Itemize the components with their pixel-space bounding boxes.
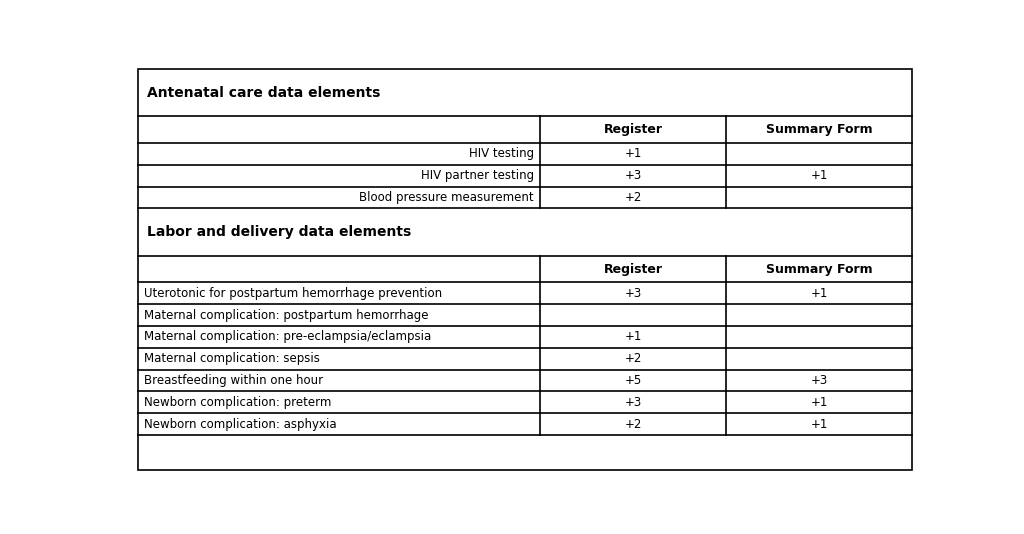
Text: Newborn complication: asphyxia: Newborn complication: asphyxia xyxy=(143,418,337,430)
Text: +3: +3 xyxy=(811,374,827,387)
Text: +2: +2 xyxy=(625,418,642,430)
Text: +1: +1 xyxy=(810,396,827,409)
Text: HIV partner testing: HIV partner testing xyxy=(421,169,534,182)
Text: +1: +1 xyxy=(810,169,827,182)
Text: Antenatal care data elements: Antenatal care data elements xyxy=(147,85,381,100)
Text: +3: +3 xyxy=(625,169,642,182)
Text: Breastfeeding within one hour: Breastfeeding within one hour xyxy=(143,374,323,387)
Text: +2: +2 xyxy=(625,191,642,204)
Text: Labor and delivery data elements: Labor and delivery data elements xyxy=(147,225,412,239)
Text: Uterotonic for postpartum hemorrhage prevention: Uterotonic for postpartum hemorrhage pre… xyxy=(143,287,442,300)
Text: Newborn complication: preterm: Newborn complication: preterm xyxy=(143,396,331,409)
Text: +5: +5 xyxy=(625,374,642,387)
Text: +1: +1 xyxy=(810,418,827,430)
Text: +3: +3 xyxy=(625,287,642,300)
Text: Blood pressure measurement: Blood pressure measurement xyxy=(359,191,534,204)
Text: Register: Register xyxy=(604,123,663,136)
Text: Maternal complication: sepsis: Maternal complication: sepsis xyxy=(143,352,319,365)
Text: Maternal complication: pre-eclampsia/eclampsia: Maternal complication: pre-eclampsia/ecl… xyxy=(143,331,431,343)
Text: +1: +1 xyxy=(625,331,642,343)
Text: Summary Form: Summary Form xyxy=(766,123,872,136)
Text: Register: Register xyxy=(604,263,663,276)
Text: +1: +1 xyxy=(625,147,642,160)
Text: +2: +2 xyxy=(625,352,642,365)
Text: HIV testing: HIV testing xyxy=(469,147,534,160)
Text: Maternal complication: postpartum hemorrhage: Maternal complication: postpartum hemorr… xyxy=(143,309,428,321)
Text: Summary Form: Summary Form xyxy=(766,263,872,276)
Text: +1: +1 xyxy=(810,287,827,300)
Text: +3: +3 xyxy=(625,396,642,409)
